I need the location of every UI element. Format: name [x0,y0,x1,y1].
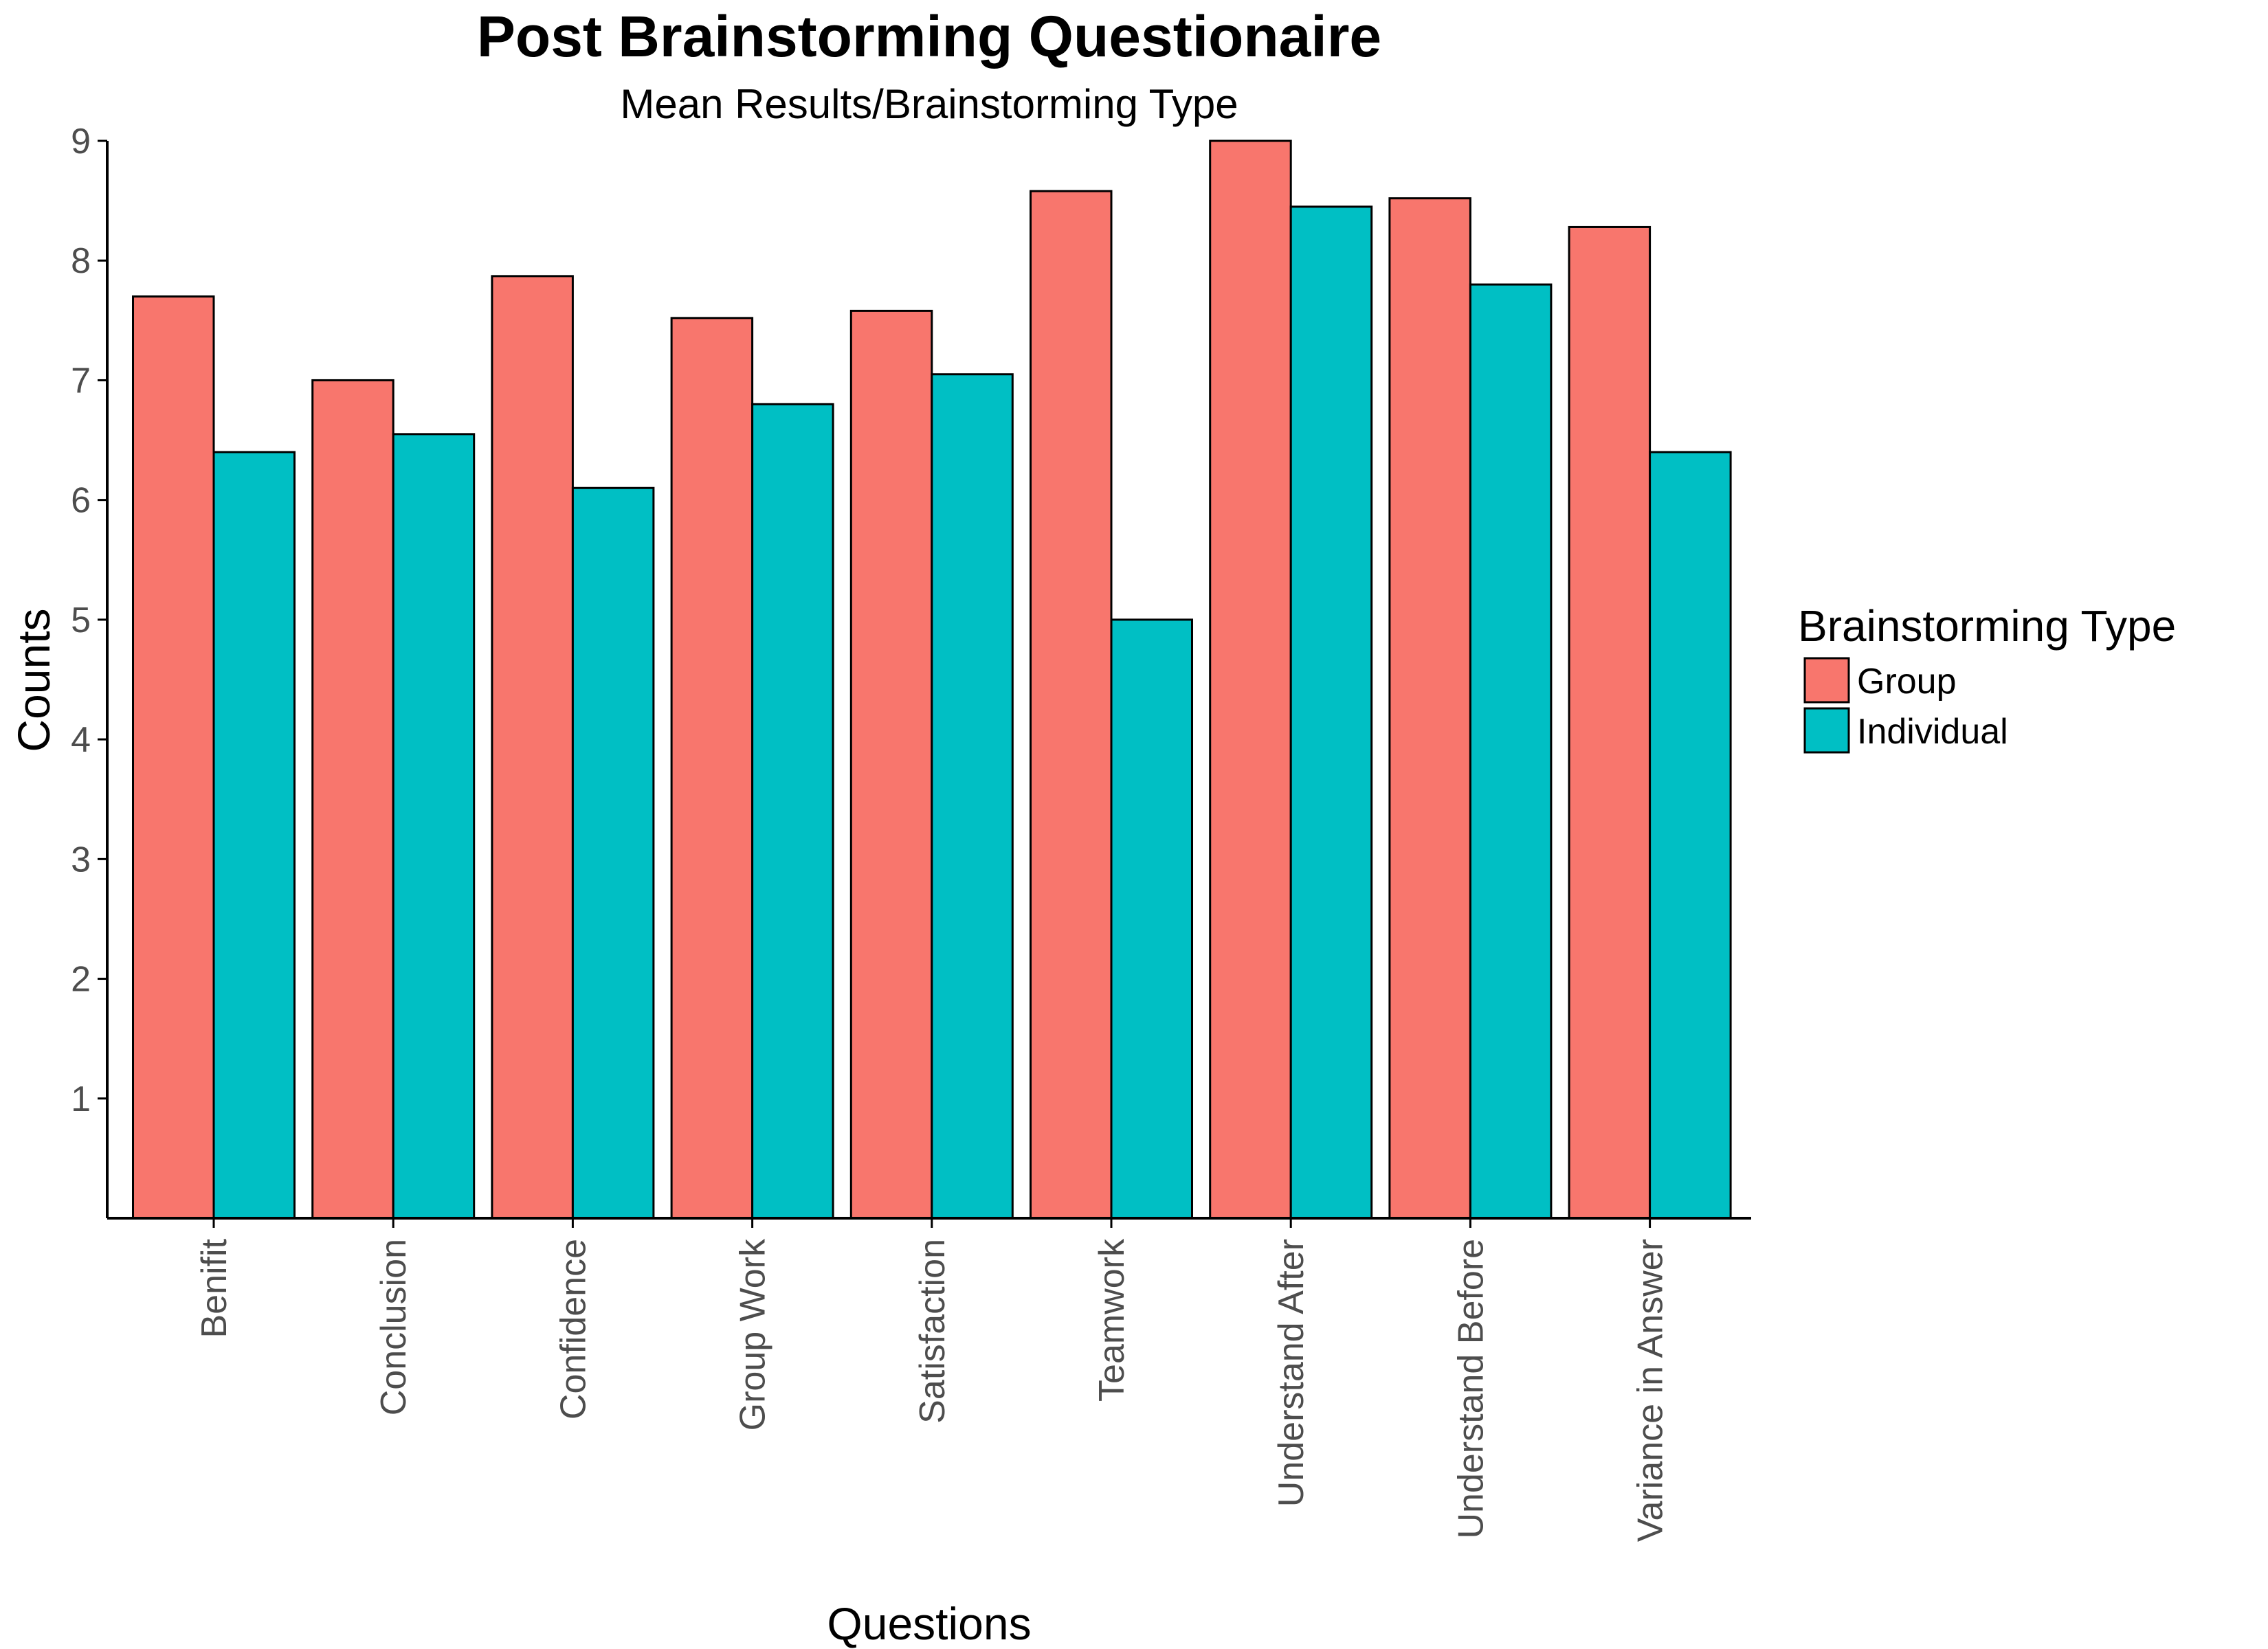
x-tick-label-confidence: Confidence [553,1239,593,1420]
y-tick-label: 4 [71,720,91,760]
chart-title: Post Brainstorming Questionaire [477,4,1381,69]
legend-label-individual: Individual [1857,712,2008,752]
y-tick-label: 3 [71,840,91,879]
x-tick-label-satisfaction: Satisfaction [913,1239,953,1424]
x-tick-label-understand-before: Understand Before [1451,1239,1491,1539]
bar-individual-understand-before [1469,283,1553,1220]
y-tick-label: 7 [71,361,91,401]
bar-group-teamwork [1030,190,1113,1220]
bar-individual-understand-after [1289,205,1373,1220]
bar-individual-confidence [571,486,655,1220]
x-axis-ticks: Benifit Conclusion Confidence Group Work Sat… [194,1218,1671,1542]
bar-group-benifit [132,295,215,1220]
y-tick-label: 9 [71,122,91,161]
x-tick-label-variance-in-answer: Variance in Answer [1631,1239,1671,1542]
bar-group-confidence [491,275,574,1220]
legend-swatch-individual [1803,707,1850,754]
x-tick-label-group-work: Group Work [733,1238,773,1431]
x-tick-label-benifit: Benifit [194,1238,234,1338]
x-axis-title: Questions [827,1598,1031,1649]
y-axis-ticks: 1 2 3 4 5 6 7 8 9 [71,122,107,1119]
y-tick-label: 2 [71,960,91,1000]
legend-title: Brainstorming Type [1798,601,2176,651]
bars-group [132,139,1732,1220]
legend-swatch-group [1803,657,1850,704]
y-tick-label: 5 [71,601,91,640]
bar-individual-benifit [212,451,296,1220]
bar-individual-teamwork [1110,618,1193,1220]
y-tick-label: 8 [71,241,91,281]
chart-subtitle: Mean Results/Brainstorming Type [620,81,1238,127]
x-tick-label-teamwork: Teamwork [1092,1238,1132,1402]
bar-individual-conclusion [392,433,476,1220]
legend-label-group: Group [1857,662,1957,702]
y-tick-label: 6 [71,481,91,521]
bar-individual-group-work [751,403,834,1220]
bar-group-conclusion [311,379,394,1220]
y-axis-title: Counts [8,608,59,752]
bar-group-variance-in-answer [1568,225,1652,1220]
y-tick-label: 1 [71,1079,91,1119]
bar-individual-variance-in-answer [1649,451,1732,1220]
legend: Brainstorming Type Group Individual [1798,601,2176,754]
bar-group-satisfaction [849,309,933,1220]
x-tick-label-understand-after: Understand After [1271,1239,1311,1507]
bar-group-group-work [670,317,754,1220]
bar-individual-satisfaction [931,373,1014,1220]
bar-group-understand-after [1209,139,1292,1220]
x-tick-label-conclusion: Conclusion [374,1239,414,1415]
bar-group-understand-before [1388,197,1471,1220]
